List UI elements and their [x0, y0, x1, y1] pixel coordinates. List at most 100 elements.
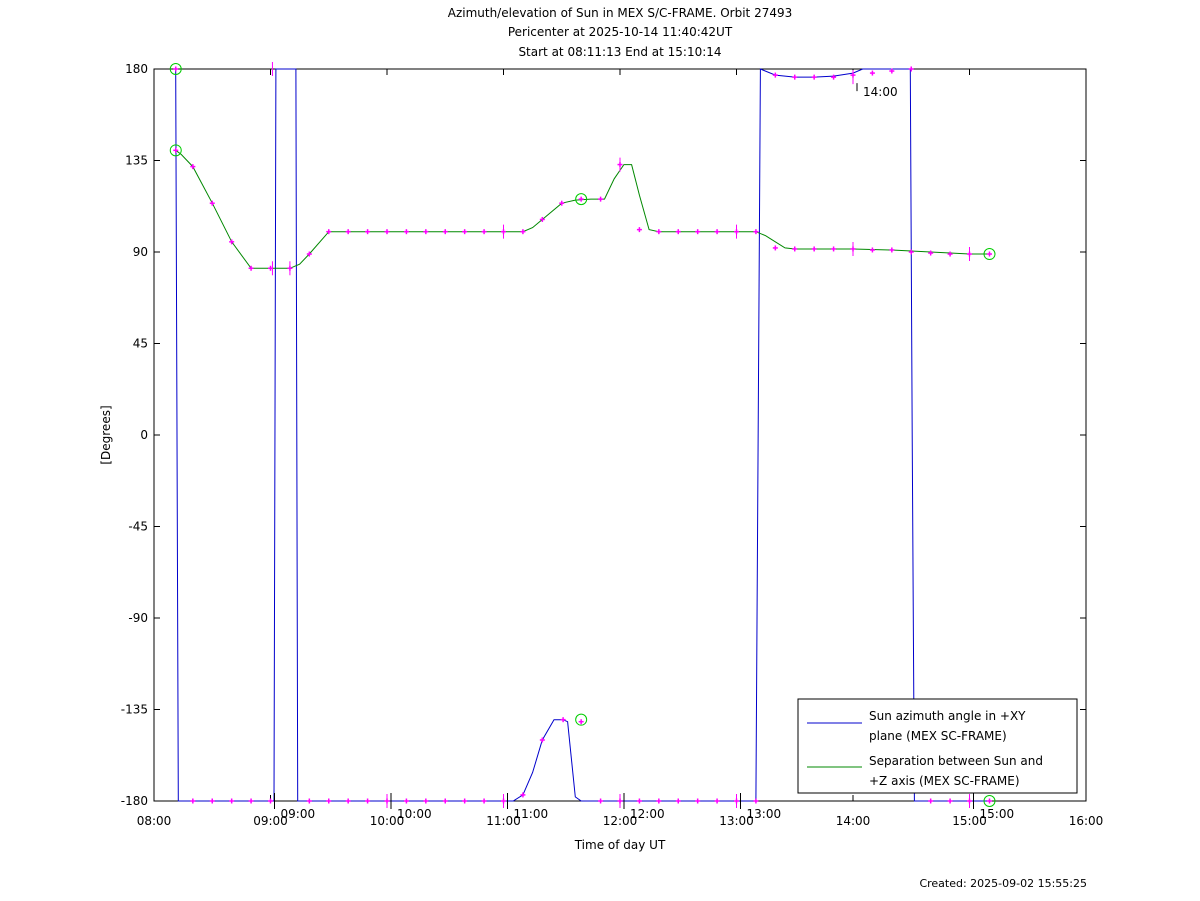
- data-point-marker: [753, 798, 759, 804]
- data-point-marker: [423, 798, 429, 804]
- data-point-marker: [811, 246, 817, 252]
- data-point-marker: [656, 798, 662, 804]
- data-point-marker: [792, 246, 798, 252]
- y-tick-label: -90: [128, 611, 148, 625]
- data-point-marker: [209, 200, 215, 206]
- data-point-marker: [365, 229, 371, 235]
- data-point-marker: [947, 798, 953, 804]
- data-point-marker: [636, 798, 642, 804]
- event-circle-marker: [169, 63, 182, 75]
- x-tick-label: 10:00: [370, 814, 405, 828]
- time-annotation-label: 12:00: [630, 807, 665, 821]
- data-point-marker: [384, 229, 390, 235]
- data-point-marker: [268, 798, 273, 804]
- data-point-marker: [578, 719, 584, 725]
- x-axis-label: Time of day UT: [574, 838, 666, 852]
- time-annotation-label: 10:00: [397, 807, 432, 821]
- legend-label-separation-line-2: +Z axis (MEX SC-FRAME): [869, 774, 1020, 788]
- x-tick-label: 14:00: [836, 814, 871, 828]
- legend-box: [797, 698, 1078, 794]
- data-point-marker: [908, 249, 914, 255]
- data-point-marker: [365, 798, 371, 804]
- time-annotation-label: 09:00: [281, 807, 316, 821]
- data-point-marker: [520, 229, 526, 235]
- data-point-marker: [481, 229, 487, 235]
- series-line-azimuth: [175, 68, 990, 802]
- data-point-marker: [248, 265, 254, 271]
- chart-title-line-3: Start at 08:11:13 End at 15:10:14: [518, 45, 721, 59]
- data-point-marker: [326, 798, 332, 804]
- data-point-marker: [539, 216, 545, 222]
- data-point-marker: [345, 798, 351, 804]
- data-point-marker: [306, 798, 312, 804]
- y-tick-label: -135: [121, 703, 148, 717]
- data-point-marker: [598, 798, 604, 804]
- data-point-marker: [831, 74, 837, 80]
- data-point-marker: [248, 798, 254, 804]
- data-point-marker: [306, 251, 312, 257]
- y-tick-label: 180: [125, 62, 148, 76]
- data-point-marker: [462, 798, 468, 804]
- legend-label-separation-line-1: Separation between Sun and: [869, 754, 1043, 768]
- x-tick-label: 11:00: [486, 814, 521, 828]
- data-point-marker: [928, 250, 934, 256]
- event-circle-marker: [983, 248, 996, 261]
- event-circle-marker: [575, 193, 588, 206]
- x-tick-label: 15:00: [952, 814, 987, 828]
- data-point-marker: [209, 798, 215, 804]
- data-point-marker: [889, 247, 895, 253]
- data-point-marker: [442, 798, 448, 804]
- data-point-marker: [792, 74, 798, 80]
- data-point-marker: [578, 196, 584, 202]
- data-point-marker: [772, 245, 778, 251]
- x-tick-label: 13:00: [719, 814, 754, 828]
- data-point-marker: [947, 251, 953, 257]
- data-point-marker: [560, 717, 566, 723]
- data-point-marker: [190, 798, 196, 804]
- data-point-marker: [889, 68, 895, 74]
- data-point-marker: [869, 70, 875, 76]
- data-point-marker: [559, 200, 565, 206]
- y-tick-label: 45: [133, 337, 148, 351]
- event-circle-marker: [983, 795, 996, 807]
- data-point-marker: [229, 798, 235, 804]
- data-point-marker: [675, 798, 681, 804]
- data-point-marker: [173, 147, 179, 153]
- time-annotation-label: 14:00: [863, 85, 898, 99]
- data-point-marker: [539, 737, 545, 743]
- event-circle-marker: [169, 144, 182, 157]
- legend-label-azimuth-line-1: Sun azimuth angle in +XY: [869, 709, 1026, 723]
- x-tick-label: 16:00: [1069, 814, 1104, 828]
- y-tick-label: -45: [128, 520, 148, 534]
- data-point-marker: [986, 251, 992, 257]
- data-point-marker: [928, 798, 934, 804]
- event-circle-marker: [575, 713, 588, 726]
- data-point-marker: [403, 798, 409, 804]
- data-point-marker: [326, 229, 332, 235]
- plot-frame: [153, 68, 1087, 802]
- chart-title-line-2: Pericenter at 2025-10-14 11:40:42UT: [508, 25, 733, 39]
- y-tick-label: 135: [125, 154, 148, 168]
- data-point-marker: [190, 164, 196, 170]
- legend-label-azimuth-line-2: plane (MEX SC-FRAME): [869, 729, 1007, 743]
- y-tick-label: 0: [140, 428, 148, 442]
- time-annotation-label: 15:00: [980, 807, 1015, 821]
- series-line-separation: [175, 149, 990, 269]
- data-point-marker: [656, 229, 662, 235]
- legend: Sun azimuth angle in +XY plane (MEX SC-F…: [797, 698, 1078, 794]
- data-point-marker: [695, 229, 701, 235]
- y-axis-label: [Degrees]: [99, 405, 113, 464]
- data-point-marker: [173, 66, 179, 72]
- data-point-marker: [403, 229, 409, 235]
- x-tick-label: 09:00: [253, 814, 288, 828]
- data-point-marker: [695, 798, 701, 804]
- chart-title-line-1: Azimuth/elevation of Sun in MEX S/C-FRAM…: [448, 6, 793, 20]
- data-point-marker: [753, 229, 759, 235]
- data-point-marker: [714, 229, 720, 235]
- data-point-marker: [636, 227, 642, 233]
- x-tick-label: 08:00: [137, 814, 172, 828]
- data-point-marker: [520, 792, 526, 798]
- data-point-marker: [908, 66, 914, 72]
- data-point-marker: [423, 229, 429, 235]
